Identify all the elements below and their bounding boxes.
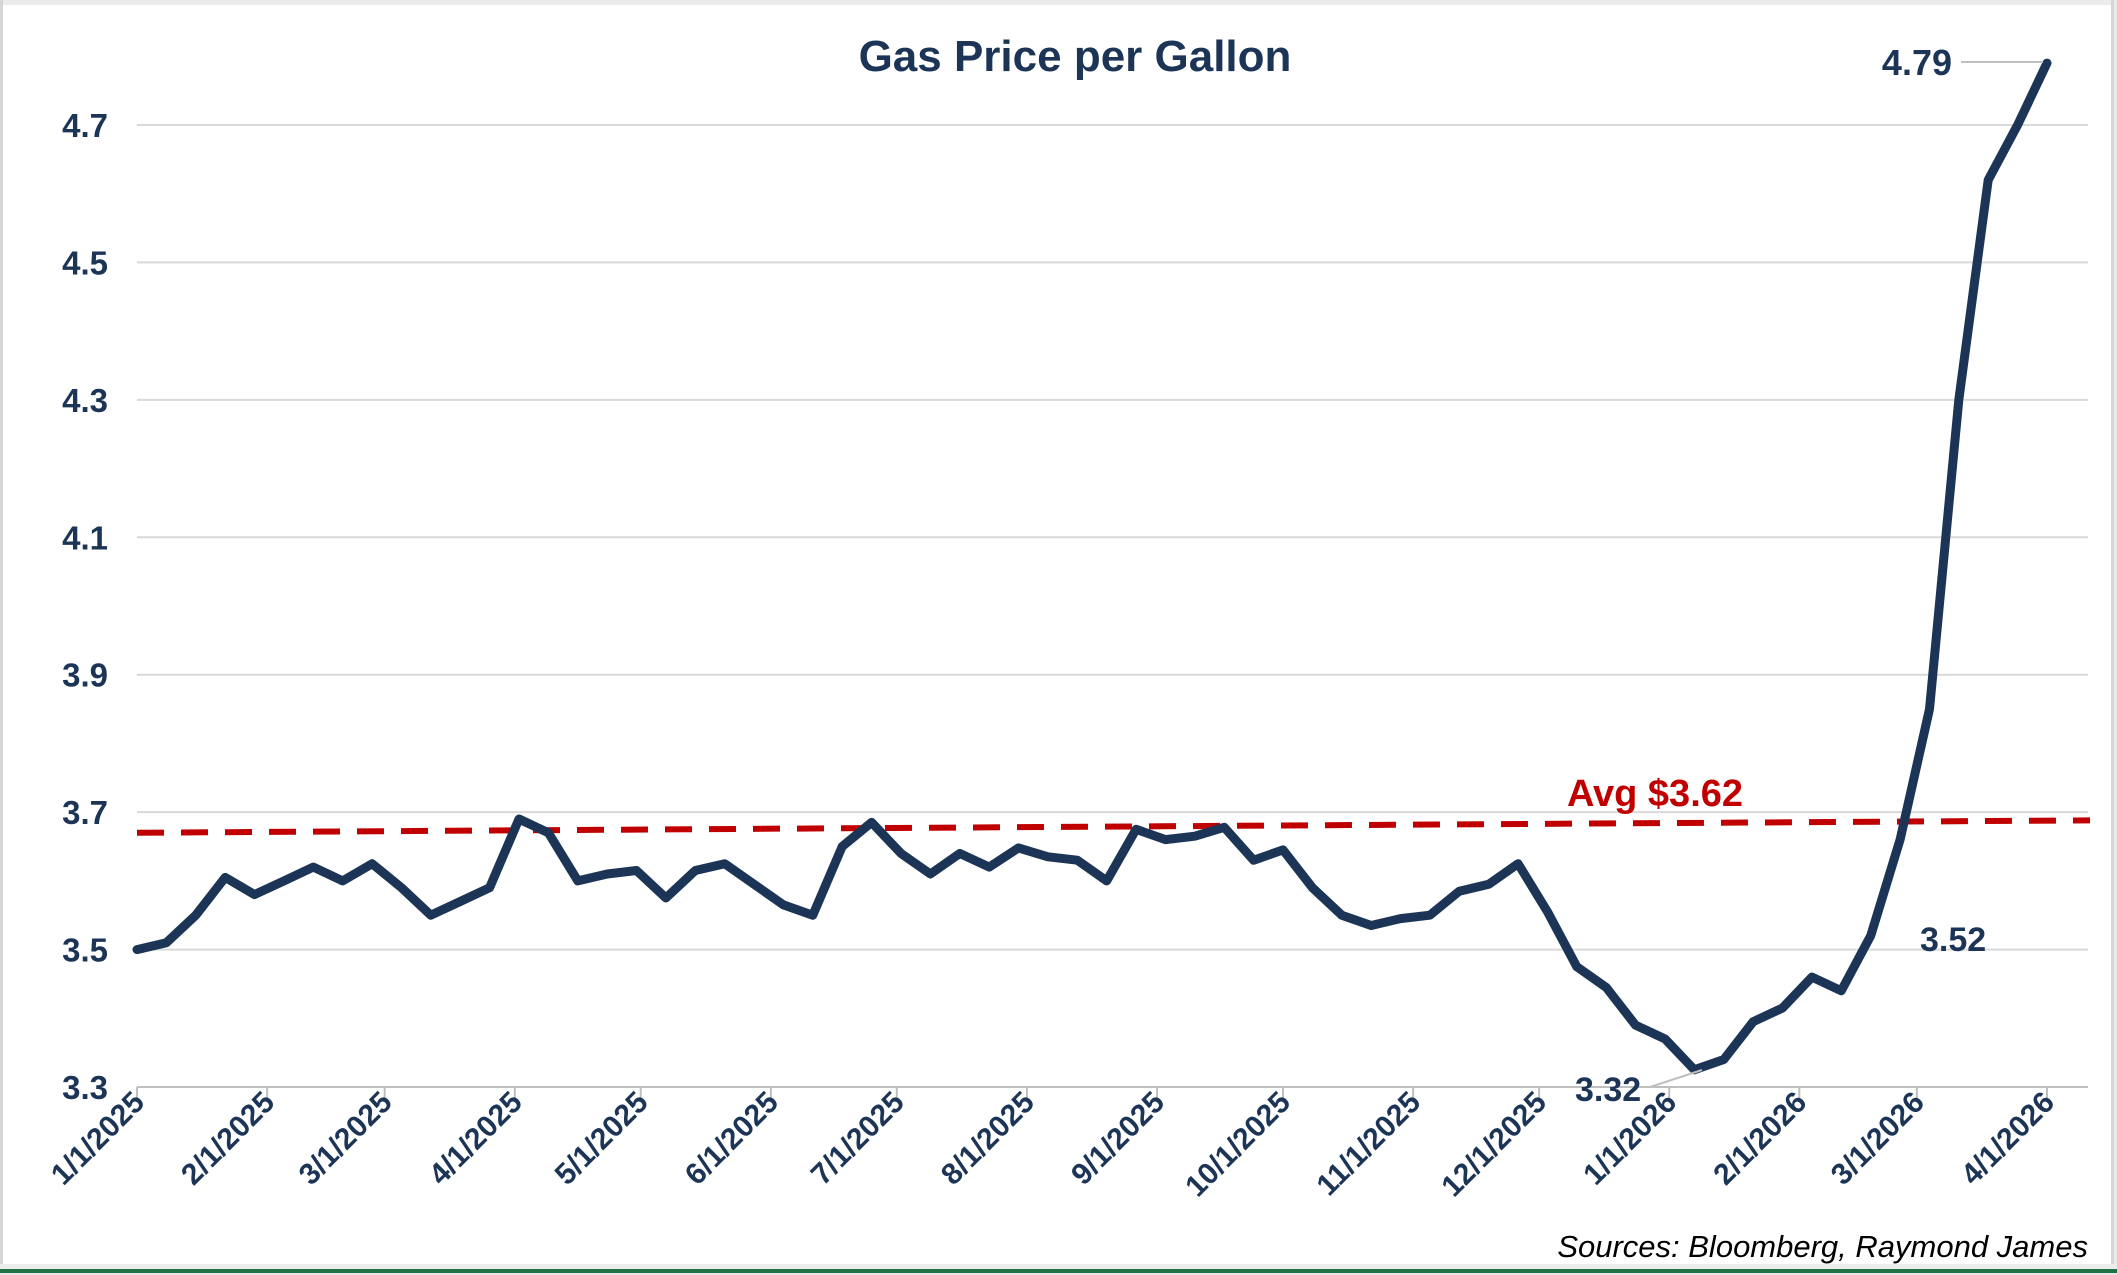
y-tick-label: 4.5: [62, 244, 108, 281]
y-tick-label: 3.3: [62, 1069, 108, 1106]
window-right-margin: [2114, 0, 2117, 1275]
y-tick-label: 3.5: [62, 932, 108, 969]
y-tick-label: 4.3: [62, 382, 108, 419]
x-tick-label: 8/1/2025: [935, 1086, 1041, 1192]
max-annotation-label: 4.79: [1882, 42, 1952, 83]
y-tick-label: 4.1: [62, 519, 108, 556]
x-tick-label: 4/1/2025: [423, 1086, 529, 1192]
gridlines: [137, 123, 2088, 1088]
sources-note: Sources: Bloomberg, Raymond James: [1557, 1229, 2088, 1264]
x-tick-label: 11/1/2025: [1311, 1086, 1428, 1203]
y-tick-label: 3.7: [62, 794, 108, 831]
y-tick-label: 3.9: [62, 657, 108, 694]
min-annotation-leader: [1649, 1069, 1703, 1088]
x-tick-label: 2/1/2026: [1707, 1086, 1813, 1192]
y-tick-label: 4.7: [62, 107, 108, 144]
y-axis-labels: 3.3 3.5 3.7 3.9 4.1 4.3 4.5 4.7: [62, 107, 108, 1106]
excel-green-border: [0, 1269, 2117, 1273]
window-left-edge: [0, 0, 3, 1275]
x-tick-label: 9/1/2025: [1065, 1086, 1171, 1192]
price-line-series: [132, 58, 2052, 1075]
avg-dashed-line: [136, 817, 2091, 836]
pre-spike-annotation-label: 3.52: [1920, 921, 1986, 959]
window-right-edge: [2111, 0, 2114, 1275]
window-top-edge: [0, 0, 2117, 5]
x-tick-label: 2/1/2025: [175, 1086, 281, 1192]
window-bottom-strip: [0, 1264, 2117, 1270]
chart-title: Gas Price per Gallon: [859, 32, 1292, 81]
average-line: [136, 817, 2091, 836]
x-tick-label: 5/1/2025: [549, 1086, 655, 1192]
min-annotation-label: 3.32: [1575, 1071, 1641, 1109]
x-tick-label: 4/1/2026: [1955, 1086, 2061, 1192]
x-tick-label: 6/1/2025: [679, 1086, 785, 1192]
x-tick-label: 12/1/2025: [1435, 1086, 1553, 1204]
x-axis: [136, 1087, 2048, 1098]
gas-price-line: [132, 58, 2052, 1075]
x-tick-label: 7/1/2025: [805, 1086, 911, 1192]
x-tick-label: 3/1/2025: [293, 1086, 399, 1192]
x-tick-label: 10/1/2025: [1179, 1086, 1297, 1204]
avg-line-label: Avg $3.62: [1567, 773, 1743, 815]
x-axis-labels: 1/1/2025 2/1/2025 3/1/2025 4/1/2025 5/1/2025…: [45, 1086, 2061, 1204]
window-bottom-margin: [0, 1273, 2117, 1275]
x-tick-label: 3/1/2026: [1825, 1086, 1931, 1192]
